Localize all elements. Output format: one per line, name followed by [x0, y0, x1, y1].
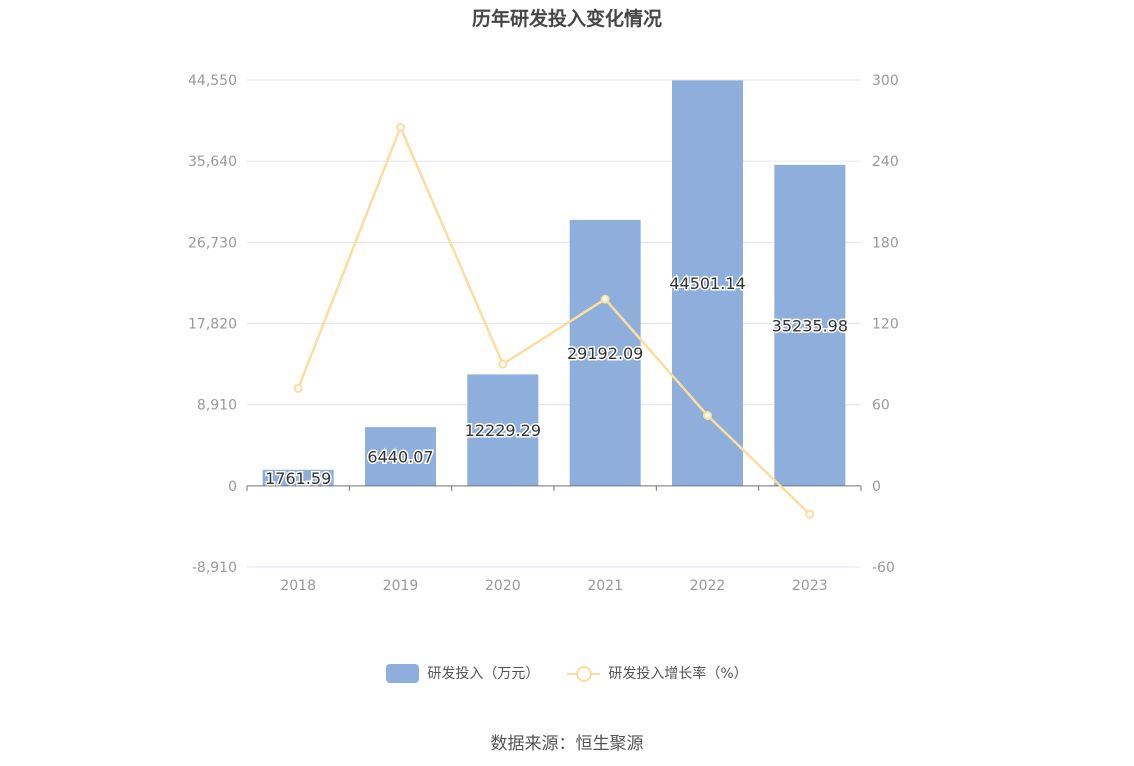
y-left-tick-label: 0 [228, 479, 237, 495]
y-left-tick-label: 8,910 [197, 398, 237, 414]
y-left-tick-label: -8,910 [192, 560, 237, 576]
y-right-tick-label: 180 [872, 235, 899, 251]
growth-rate-point [293, 383, 303, 393]
bar-data-label: 12229.29 [465, 421, 541, 440]
bar [569, 219, 641, 486]
y-right-tick-label: 60 [872, 398, 890, 414]
y-right-tick-label: 120 [872, 317, 899, 333]
legend-label-growth-rate: 研发投入增长率（%） [608, 666, 748, 682]
y-left-tick-label: 44,550 [188, 73, 237, 89]
x-tick-label: 2020 [485, 578, 521, 594]
growth-rate-point [600, 294, 610, 304]
x-tick-label: 2021 [587, 578, 623, 594]
growth-rate-line [297, 124, 811, 516]
growth-rate-point [703, 410, 712, 420]
y-right-tick-label: 0 [872, 479, 881, 495]
x-tick-label: 2022 [690, 578, 726, 594]
bar-data-label: 44501.14 [669, 274, 745, 293]
y-right-tick-label: 300 [872, 73, 899, 89]
growth-rate-point [396, 122, 405, 132]
growth-rate-point [498, 359, 508, 369]
y-left-tick-label: 26,730 [188, 235, 237, 251]
y-right-tick-label: -60 [872, 560, 895, 576]
growth-rate-point [805, 509, 815, 519]
y-left-tick-label: 35,640 [188, 154, 237, 170]
bar-data-label: 35235.98 [772, 316, 848, 335]
bar [467, 374, 539, 486]
chart-title: 历年研发投入变化情况 [471, 8, 662, 30]
bar-data-label: 1761.59 [265, 469, 331, 488]
legend-item-rd-investment[interactable]: 研发投入（万元） [386, 663, 539, 683]
y-right-tick-label: 240 [872, 154, 899, 170]
bar [774, 164, 846, 486]
bar [262, 469, 334, 486]
legend-bar-swatch [386, 663, 420, 683]
chart-legend: 研发投入（万元） 研发投入增长率（%） [0, 663, 1134, 683]
data-source: 数据来源：恒生聚源 [490, 734, 644, 754]
bar-data-label: 29192.09 [567, 344, 643, 363]
legend-label-rd-investment: 研发投入（万元） [427, 666, 540, 682]
bar-data-label: 6440.07 [367, 448, 433, 467]
x-tick-label: 2023 [792, 578, 828, 594]
legend-line-swatch [567, 664, 601, 683]
bar [365, 427, 436, 486]
x-tick-label: 2018 [280, 578, 316, 594]
y-left-tick-label: 17,820 [188, 317, 237, 333]
x-tick-label: 2019 [383, 578, 419, 594]
legend-item-growth-rate[interactable]: 研发投入增长率（%） [567, 663, 748, 683]
